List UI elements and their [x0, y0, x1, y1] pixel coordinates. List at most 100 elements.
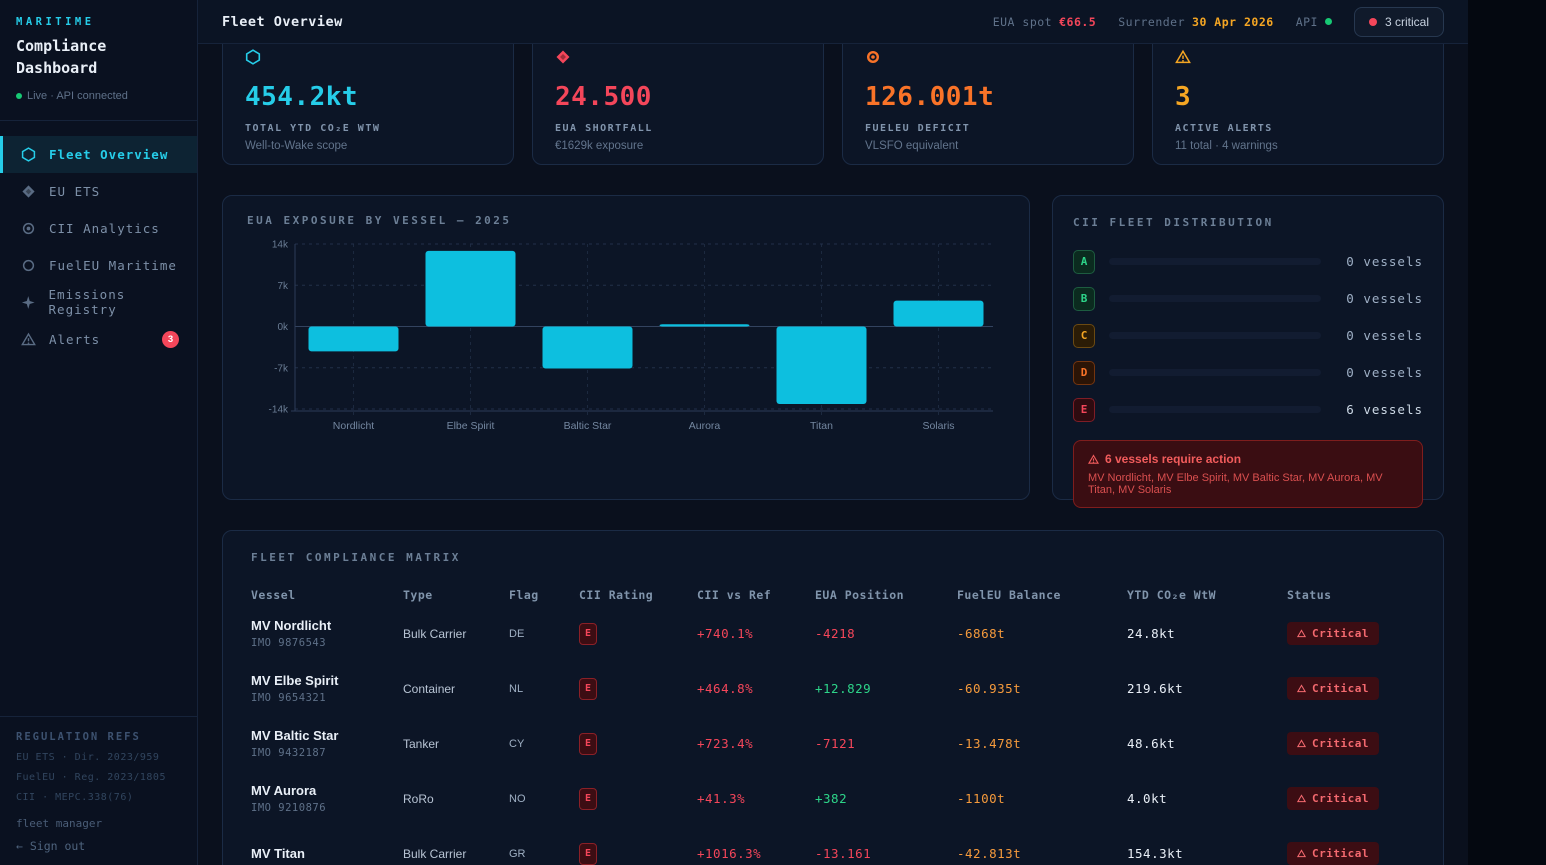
critical-dot-icon [1368, 17, 1377, 26]
chart-bar-titan[interactable] [776, 326, 867, 405]
cii-track [1109, 295, 1321, 302]
chart-bar-nordlicht[interactable] [308, 326, 399, 352]
user-role: fleet manager [16, 817, 103, 830]
api-status-dot-icon [1324, 18, 1332, 25]
table-row-mv-elbe-spirit[interactable]: MV Elbe Spirit IMO 9654321 Container NL E +46… [223, 661, 1443, 716]
cii-vessel-count: 0 vessels [1346, 328, 1423, 343]
sidebar-item-label: FuelEU Maritime [49, 257, 177, 273]
vessel-flag: DE [509, 627, 525, 640]
vessel-imo: IMO 9210876 [251, 802, 327, 814]
sidebar-item-eu-ets[interactable]: EU ETS [0, 173, 197, 210]
column-header: Flag [509, 588, 539, 602]
kpi-value: 24.500 [555, 82, 652, 112]
kpi-label: TOTAL YTD CO₂E WTW [245, 123, 381, 134]
sidebar-item-label: CII Analytics [49, 220, 160, 236]
sign-out-link[interactable]: ← Sign out [16, 839, 86, 853]
alerts-count-badge: 3 [162, 330, 179, 348]
cii-grade-badge: C [1073, 323, 1095, 348]
cii-grade-row-e: E 6 vessels [1073, 395, 1423, 424]
table-body: MV Nordlicht IMO 9876543 Bulk Carrier DE E +7… [223, 606, 1443, 865]
chart-bar-solaris[interactable] [893, 300, 984, 327]
chart-bar-elbe-spirit[interactable] [425, 250, 516, 327]
cii-grade-row-d: D 0 vessels [1073, 358, 1423, 387]
brand: MARITIME Compliance Dashboard Live · API… [0, 0, 197, 102]
fueleu-balance-value: -13.478t [957, 736, 1022, 751]
diamond-icon [556, 50, 570, 64]
fueleu-balance-value: -6868t [957, 626, 1006, 641]
sidebar-item-alerts[interactable]: Alerts 3 [0, 321, 197, 358]
page-title: Fleet Overview [222, 13, 343, 30]
sidebar: MARITIME Compliance Dashboard Live · API… [0, 0, 198, 865]
cii-vessel-count: 0 vessels [1346, 291, 1423, 306]
live-dot-icon [16, 92, 22, 99]
table-row-mv-baltic-star[interactable]: MV Baltic Star IMO 9432187 Tanker CY E +723.4… [223, 716, 1443, 771]
sidebar-item-label: EU ETS [49, 183, 101, 199]
vessel-imo: IMO 9432187 [251, 747, 327, 759]
cii-grade-row-b: B 0 vessels [1073, 284, 1423, 313]
cii-track [1109, 332, 1321, 339]
surrender-metric: Surrender 30 Apr 2026 [1118, 14, 1274, 29]
chart-bar-baltic-star[interactable] [542, 326, 633, 369]
warning-icon [1175, 49, 1191, 64]
y-axis-tick: 0k [277, 322, 289, 333]
sidebar-item-label: Alerts [49, 331, 101, 347]
hexagon-icon [245, 49, 261, 65]
column-header: YTD CO₂e WtW [1127, 588, 1217, 602]
vessel-type: Container [403, 681, 456, 696]
vessel-flag: NL [509, 682, 524, 695]
y-axis-tick: -7k [274, 363, 289, 374]
main-content: 454.2kt TOTAL YTD CO₂E WTW Well-to-Wake sc… [198, 44, 1468, 865]
warning-icon [1088, 453, 1099, 464]
column-header: Vessel [251, 588, 296, 602]
kpi-label: EUA SHORTFALL [555, 123, 653, 134]
sidebar-item-fueleu-maritime[interactable]: FuelEU Maritime [0, 247, 197, 284]
eua-spot-metric: EUA spot €66.5 [992, 14, 1097, 29]
x-axis-label: Aurora [689, 420, 721, 432]
cii-grade-row-a: A 0 vessels [1073, 247, 1423, 276]
table-row-mv-titan[interactable]: MV Titan Bulk Carrier GR E +1016.3% -13.161 -4… [223, 826, 1443, 865]
status-badge: Critical [1287, 842, 1379, 865]
topbar: Fleet Overview EUA spot €66.5 Surrender … [198, 0, 1468, 44]
connection-status: Live · API connected [16, 90, 181, 102]
x-axis-label: Elbe Spirit [447, 420, 495, 432]
cii-grade-badge: B [1073, 286, 1095, 311]
chart-title: EUA EXPOSURE BY VESSEL — 2025 [247, 214, 512, 227]
status-badge: Critical [1287, 787, 1379, 810]
cii-vs-ref-value: +1016.3% [697, 846, 762, 861]
brand-title: Compliance Dashboard [16, 37, 107, 77]
table-title: FLEET COMPLIANCE MATRIX [251, 551, 461, 564]
kpi-card: 126.001t FUELEU DEFICIT VLSFO equivalent [842, 44, 1134, 165]
eua-position-value: -7121 [815, 736, 856, 751]
table-header: Vessel Type Flag CII Rating CII vs Ref EUA Po… [223, 584, 1443, 606]
table-row-mv-aurora[interactable]: MV Aurora IMO 9210876 RoRo NO E +41.3% +382 -11… [223, 771, 1443, 826]
table-row-mv-nordlicht[interactable]: MV Nordlicht IMO 9876543 Bulk Carrier DE E +7… [223, 606, 1443, 661]
column-header: EUA Position [815, 588, 905, 602]
cii-panel-title: CII FLEET DISTRIBUTION [1073, 216, 1274, 229]
fueleu-balance-value: -42.813t [957, 846, 1022, 861]
cii-track [1109, 258, 1321, 265]
eua-position-value: -4218 [815, 626, 856, 641]
cii-alert-title: 6 vessels require action [1088, 452, 1408, 466]
vessel-imo: IMO 9876543 [251, 637, 327, 649]
vessel-name: MV Baltic Star [251, 728, 339, 743]
sidebar-item-emissions-registry[interactable]: Emissions Registry [0, 284, 197, 321]
ytd-co2-value: 48.6kt [1127, 736, 1176, 751]
star-icon [21, 295, 35, 309]
chart-bar-aurora[interactable] [659, 324, 750, 327]
cii-track [1109, 406, 1321, 413]
ytd-co2-value: 219.6kt [1127, 681, 1184, 696]
vessel-type: Bulk Carrier [403, 846, 467, 861]
charts-row: EUA EXPOSURE BY VESSEL — 2025 14k 7k 0k -7k… [222, 195, 1444, 508]
vessel-type: Bulk Carrier [403, 626, 467, 641]
eua-spot-value: €66.5 [1059, 14, 1097, 29]
divider [0, 119, 197, 121]
sidebar-item-fleet-overview[interactable]: Fleet Overview [0, 135, 197, 173]
warning-icon [1297, 794, 1306, 803]
warning-icon [1297, 629, 1306, 638]
sidebar-item-cii-analytics[interactable]: CII Analytics [0, 210, 197, 247]
cii-grade-row-c: C 0 vessels [1073, 321, 1423, 350]
eua-exposure-bar-chart: 14k 7k 0k -7k -14k Nordlicht Elbe Spirit Baltic… [269, 240, 993, 432]
critical-alerts-button[interactable]: 3 critical [1353, 6, 1444, 37]
cii-rating-badge: E [579, 622, 597, 645]
cii-vs-ref-value: +464.8% [697, 681, 754, 696]
